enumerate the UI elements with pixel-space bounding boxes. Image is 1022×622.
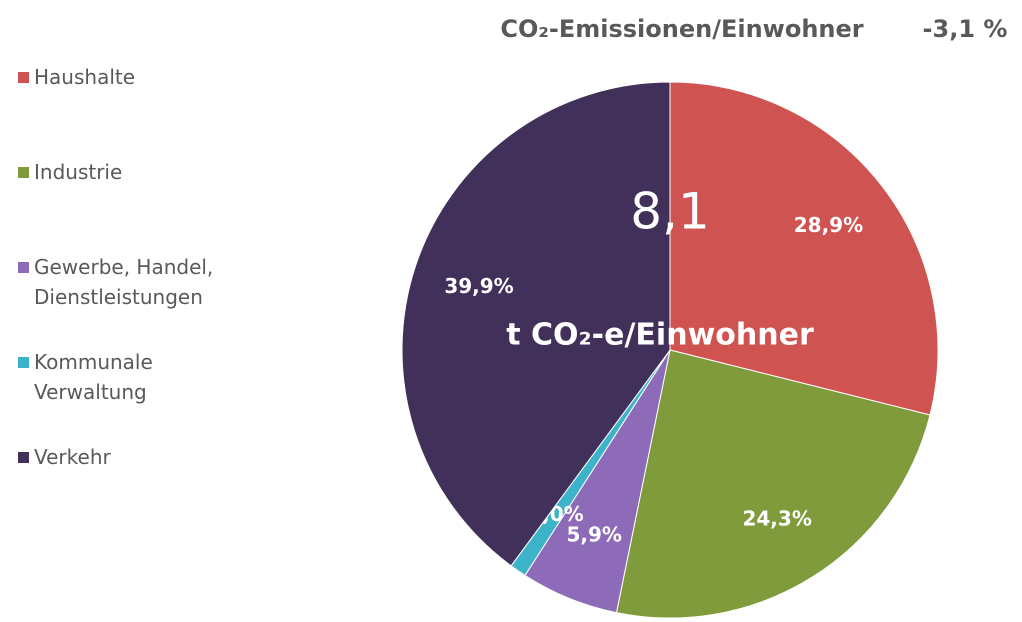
change-label: -3,1 % <box>923 15 1008 43</box>
legend-label: Gewerbe, Handel, Dienstleistungen <box>34 255 214 309</box>
legend-label: Kommunale Verwaltung <box>34 350 153 404</box>
pie-slice <box>401 81 671 567</box>
legend-swatch <box>18 452 29 463</box>
legend-swatch <box>18 262 29 273</box>
center-unit: t CO₂-e/Einwohner <box>506 318 814 353</box>
center-value: 8,1 <box>630 183 710 241</box>
legend-swatch <box>18 167 29 178</box>
legend-item: Haushalte <box>18 62 268 92</box>
legend-label: Haushalte <box>34 65 136 89</box>
legend-item: Verkehr <box>18 442 268 472</box>
slice-label: 39,9% <box>444 274 513 298</box>
legend-item: Gewerbe, Handel, Dienstleistungen <box>18 252 268 312</box>
slice-label: 28,9% <box>794 213 863 237</box>
legend-label: Verkehr <box>34 445 111 469</box>
slice-label: 5,9% <box>567 523 622 547</box>
chart-title: CO₂-Emissionen/Einwohner <box>500 15 863 43</box>
legend-item: Kommunale Verwaltung <box>18 347 268 407</box>
legend-swatch <box>18 72 29 83</box>
pie-slice <box>615 349 931 619</box>
legend-label: Industrie <box>34 160 123 184</box>
slice-label: 24,3% <box>742 507 811 531</box>
legend-swatch <box>18 357 29 368</box>
legend-item: Industrie <box>18 157 268 187</box>
pie-slice <box>669 81 939 416</box>
